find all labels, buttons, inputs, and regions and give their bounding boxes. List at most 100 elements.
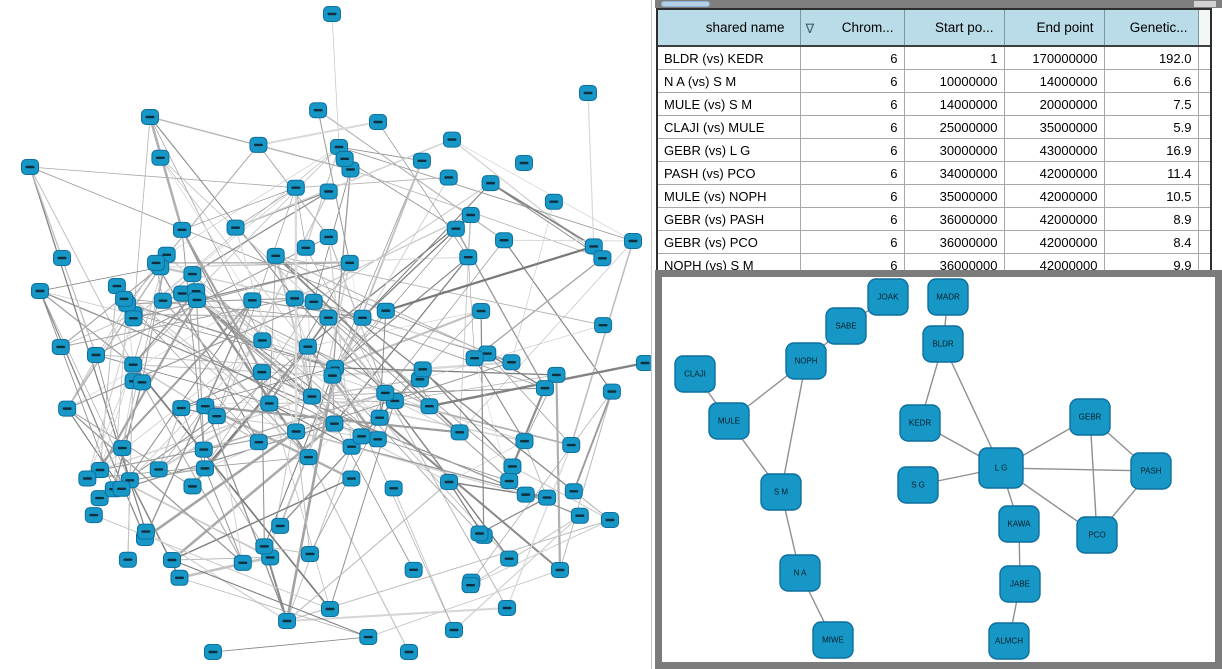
overview-node[interactable] <box>112 480 131 497</box>
overview-node[interactable] <box>118 551 137 568</box>
overview-node[interactable] <box>319 309 338 326</box>
table-cell-shared-name[interactable]: PASH (vs) PCO <box>658 161 800 185</box>
network-edge-NOPH-S M[interactable] <box>780 360 807 493</box>
network-node-mule[interactable]: MULE <box>708 402 750 440</box>
overview-node[interactable] <box>124 310 143 327</box>
table-cell-chromosome[interactable]: 6 <box>799 184 904 208</box>
overview-node[interactable] <box>266 247 285 264</box>
overview-node[interactable] <box>296 239 315 256</box>
overview-node[interactable] <box>141 109 159 125</box>
table-cell-genetic[interactable]: 11.4 <box>1103 161 1198 185</box>
overview-node[interactable] <box>445 622 463 638</box>
overview-node[interactable] <box>249 434 268 451</box>
overview-node[interactable] <box>368 431 387 448</box>
overview-node[interactable] <box>309 102 328 119</box>
overview-node[interactable] <box>249 136 268 153</box>
overview-node[interactable] <box>495 232 514 249</box>
overview-node[interactable] <box>204 644 222 660</box>
overview-node[interactable] <box>271 517 290 534</box>
overview-node[interactable] <box>304 293 323 310</box>
scrollbar-thumb[interactable] <box>661 1 710 7</box>
table-cell-end-point[interactable]: 170000000 <box>1003 46 1104 70</box>
overview-node[interactable] <box>285 290 304 307</box>
table-cell-start-position[interactable]: 14000000 <box>903 92 1004 116</box>
panel-divider[interactable] <box>651 0 652 669</box>
overview-node[interactable] <box>302 388 321 405</box>
overview-node[interactable] <box>51 338 70 355</box>
overview-node[interactable] <box>412 152 431 169</box>
overview-node[interactable] <box>602 383 621 400</box>
subnetwork-canvas[interactable]: JOAK SABE NOPH CLAJI MULE S M N A MIWE MADR BLDR K… <box>662 277 1215 662</box>
table-cell-chromosome[interactable]: 6 <box>799 230 904 254</box>
overview-node[interactable] <box>319 183 338 200</box>
network-node-noph[interactable]: NOPH <box>785 342 827 380</box>
overview-node[interactable] <box>369 114 387 130</box>
overview-node[interactable] <box>233 554 252 571</box>
overview-node[interactable] <box>340 254 359 271</box>
table-cell-genetic[interactable]: 6.6 <box>1103 69 1198 93</box>
overview-node[interactable] <box>562 437 581 454</box>
table-cell-end-point[interactable]: 35000000 <box>1003 115 1104 139</box>
overview-node[interactable] <box>446 220 465 237</box>
table-cell-start-position[interactable]: 36000000 <box>903 230 1004 254</box>
network-node-almch[interactable]: ALMCH <box>988 622 1030 660</box>
overview-node[interactable] <box>370 409 389 426</box>
table-cell-start-position[interactable]: 36000000 <box>903 207 1004 231</box>
overview-node[interactable] <box>252 364 271 381</box>
table-cell-genetic[interactable]: 7.5 <box>1103 92 1198 116</box>
overview-node[interactable] <box>500 550 519 567</box>
network-node-claji[interactable]: CLAJI <box>674 355 716 393</box>
overview-node[interactable] <box>335 150 354 167</box>
overview-node[interactable] <box>194 441 213 458</box>
overview-node[interactable] <box>420 398 439 415</box>
overview-node[interactable] <box>502 354 521 371</box>
table-row[interactable]: GEBR (vs) L G 6 30000000 43000000 16.9 <box>658 138 1210 162</box>
overview-node[interactable] <box>207 408 226 425</box>
table-row[interactable]: CLAJI (vs) MULE 6 25000000 35000000 5.9 <box>658 115 1210 139</box>
table-row[interactable]: MULE (vs) NOPH 6 35000000 42000000 10.5 <box>658 184 1210 208</box>
overview-node[interactable] <box>413 361 432 378</box>
network-node-joak[interactable]: JOAK <box>867 278 909 316</box>
network-node-s-m[interactable]: S M <box>760 473 802 511</box>
table-cell-chromosome[interactable]: 6 <box>799 46 904 70</box>
table-cell-shared-name[interactable]: GEBR (vs) PASH <box>658 207 800 231</box>
table-cell-end-point[interactable]: 42000000 <box>1003 207 1104 231</box>
table-cell-start-position[interactable]: 1 <box>903 46 1004 70</box>
overview-node[interactable] <box>442 131 461 148</box>
overview-node[interactable] <box>153 292 172 309</box>
overview-node[interactable] <box>90 490 109 507</box>
table-cell-start-position[interactable]: 30000000 <box>903 138 1004 162</box>
overview-node[interactable] <box>594 317 613 334</box>
table-cell-shared-name[interactable]: GEBR (vs) PCO <box>658 230 800 254</box>
network-node-l-g[interactable]: L G <box>978 447 1024 489</box>
overview-node[interactable] <box>149 461 168 478</box>
table-cell-start-position[interactable]: 34000000 <box>903 161 1004 185</box>
overview-node[interactable] <box>465 350 484 367</box>
network-node-sabe[interactable]: SABE <box>825 307 867 345</box>
overview-node[interactable] <box>376 384 395 401</box>
overview-node[interactable] <box>323 6 341 22</box>
overview-node[interactable] <box>461 577 480 594</box>
overview-node[interactable] <box>170 569 189 586</box>
overview-node[interactable] <box>319 228 338 245</box>
overview-node[interactable] <box>498 600 516 616</box>
table-cell-chromosome[interactable]: 6 <box>799 69 904 93</box>
overview-node[interactable] <box>31 283 49 299</box>
column-header-end-point[interactable]: End point <box>1003 10 1104 47</box>
overview-node[interactable] <box>544 193 563 210</box>
table-cell-genetic[interactable]: 8.9 <box>1103 207 1198 231</box>
overview-node[interactable] <box>84 507 103 524</box>
column-header-chromosome[interactable]: ∇ Chrom... <box>799 10 904 47</box>
overview-node[interactable] <box>472 303 491 320</box>
table-row[interactable]: MULE (vs) S M 6 14000000 20000000 7.5 <box>658 92 1210 116</box>
overview-node[interactable] <box>440 474 459 491</box>
table-cell-genetic[interactable]: 192.0 <box>1103 46 1198 70</box>
network-node-madr[interactable]: MADR <box>927 278 969 316</box>
table-cell-end-point[interactable]: 42000000 <box>1003 161 1104 185</box>
overview-node[interactable] <box>535 380 554 397</box>
network-node-pash[interactable]: PASH <box>1130 452 1172 490</box>
table-cell-end-point[interactable]: 42000000 <box>1003 230 1104 254</box>
overview-network-canvas[interactable] <box>0 0 652 669</box>
overview-node[interactable] <box>183 266 202 283</box>
overview-node[interactable] <box>187 291 206 308</box>
